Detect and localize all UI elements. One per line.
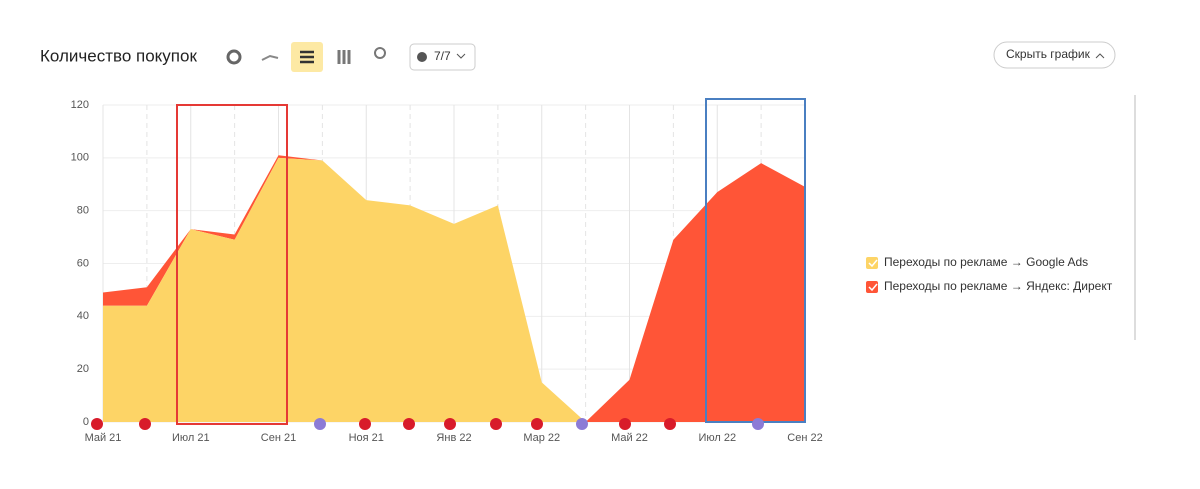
area-icon[interactable] <box>300 50 314 64</box>
chart-title: Количество покупок <box>40 46 197 65</box>
marker[interactable] <box>531 418 543 430</box>
comment-icon <box>417 52 427 62</box>
x-tick-label: Май 22 <box>611 432 648 444</box>
marker[interactable] <box>403 418 415 430</box>
marker[interactable] <box>619 418 631 430</box>
area <box>103 157 805 423</box>
marker[interactable] <box>576 418 588 430</box>
hide-button-label: Скрыть график <box>1006 47 1091 61</box>
filter-button[interactable] <box>409 43 476 71</box>
y-tick-label: 20 <box>77 363 89 375</box>
legend: Переходы по рекламе → Google Ads Переходы… <box>866 255 1113 293</box>
marker[interactable] <box>314 418 326 430</box>
legend-label: Переходы по рекламе → Яндекс: Директ <box>884 279 1113 293</box>
chevron <box>456 53 466 59</box>
chevron-up <box>1095 53 1105 59</box>
legend-check <box>868 283 878 292</box>
pie-icon[interactable] <box>226 49 242 65</box>
annotation-markers[interactable] <box>91 418 764 430</box>
y-tick-label: 80 <box>77 205 89 217</box>
bar-icon[interactable] <box>337 50 351 64</box>
x-tick-label: Сен 21 <box>261 432 296 444</box>
plot: 0 20 40 60 80 100 120 Май 21 Июл 21 Сен 21 Ноя 21 Я… <box>71 99 823 444</box>
toolbar[interactable]: 7/7 Скрыть график <box>226 41 1116 72</box>
y-tick-label: 0 <box>83 416 89 428</box>
legend-label: Переходы по рекламе → Google Ads <box>884 255 1088 269</box>
line-icon[interactable] <box>261 54 279 61</box>
marker[interactable] <box>139 418 151 430</box>
x-tick-label: Янв 22 <box>436 432 471 444</box>
y-tick-label: 60 <box>77 257 89 269</box>
filter-count: 7/7 <box>434 49 451 63</box>
x-tick-label: Сен 22 <box>787 432 822 444</box>
x-tick-label: Июл 21 <box>172 432 210 444</box>
y-tick-label: 120 <box>71 99 89 111</box>
x-tick-label: Мар 22 <box>523 432 560 444</box>
marker[interactable] <box>91 418 103 430</box>
y-tick-label: 40 <box>77 310 89 322</box>
x-tick-label: Май 21 <box>85 432 122 444</box>
map-icon[interactable] <box>374 47 386 59</box>
marker[interactable] <box>490 418 502 430</box>
highlight-red <box>176 104 288 425</box>
x-tick-label: Июл 22 <box>698 432 736 444</box>
area <box>103 155 805 423</box>
x-tick-label: Ноя 21 <box>349 432 384 444</box>
legend-check <box>868 259 878 268</box>
hide-button[interactable] <box>993 41 1116 69</box>
marker[interactable] <box>752 418 764 430</box>
marker[interactable] <box>444 418 456 430</box>
marker[interactable] <box>664 418 676 430</box>
legend-swatch <box>866 257 878 269</box>
marker[interactable] <box>359 418 371 430</box>
legend-swatch <box>866 281 878 293</box>
y-tick-label: 100 <box>71 152 89 164</box>
